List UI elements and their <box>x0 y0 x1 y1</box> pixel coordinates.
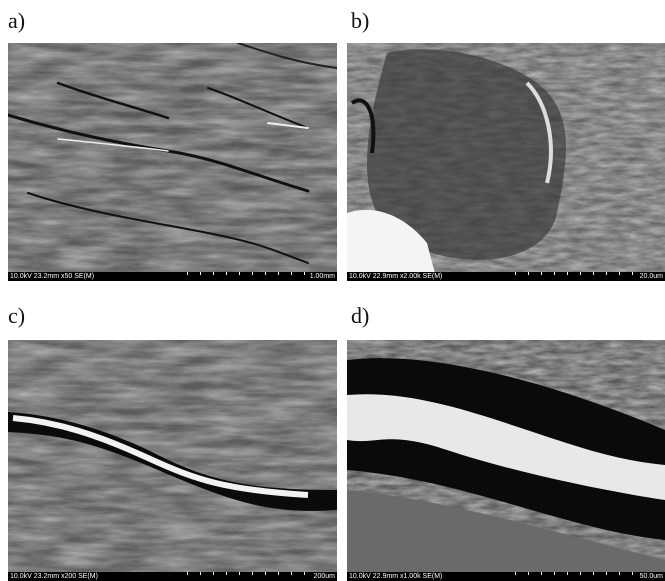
info-text: 10.0kV 23.2mm x50 SE(M) <box>10 272 94 281</box>
info-bar: 10.0kV 22.9mm x2.00k SE(M) 20.0um <box>347 272 665 281</box>
info-bar: 10.0kV 23.2mm x50 SE(M) 1.00mm <box>8 272 337 281</box>
panel-label: b) <box>351 8 369 34</box>
info-text: 10.0kV 22.9mm x2.00k SE(M) <box>349 272 442 281</box>
image <box>8 43 337 281</box>
image <box>347 340 665 581</box>
panel-label: a) <box>8 8 25 34</box>
scale-text: 50.0um <box>640 572 663 581</box>
micrograph: 10.0kV 22.9mm x1.00k SE(M) 50.0um <box>347 340 665 581</box>
figure: a) b) c) d) 10.0kV 23.2mm x50 SE(M) 1.00m… <box>0 0 665 581</box>
info-bar: 10.0kV 23.2mm x200 SE(M) 200um <box>8 572 337 581</box>
panel-label: d) <box>351 303 369 329</box>
scale-text: 200um <box>314 572 335 581</box>
scale-text: 20.0um <box>640 272 663 281</box>
micrograph: 10.0kV 23.2mm x200 SE(M) 200um <box>8 340 337 581</box>
info-text: 10.0kV 23.2mm x200 SE(M) <box>10 572 98 581</box>
panel-label: c) <box>8 303 25 329</box>
image <box>347 43 665 281</box>
info-text: 10.0kV 22.9mm x1.00k SE(M) <box>349 572 442 581</box>
micrograph: 10.0kV 22.9mm x2.00k SE(M) 20.0um <box>347 43 665 281</box>
image <box>8 340 337 581</box>
info-bar: 10.0kV 22.9mm x1.00k SE(M) 50.0um <box>347 572 665 581</box>
scale-text: 1.00mm <box>310 272 335 281</box>
micrograph: 10.0kV 23.2mm x50 SE(M) 1.00mm <box>8 43 337 281</box>
